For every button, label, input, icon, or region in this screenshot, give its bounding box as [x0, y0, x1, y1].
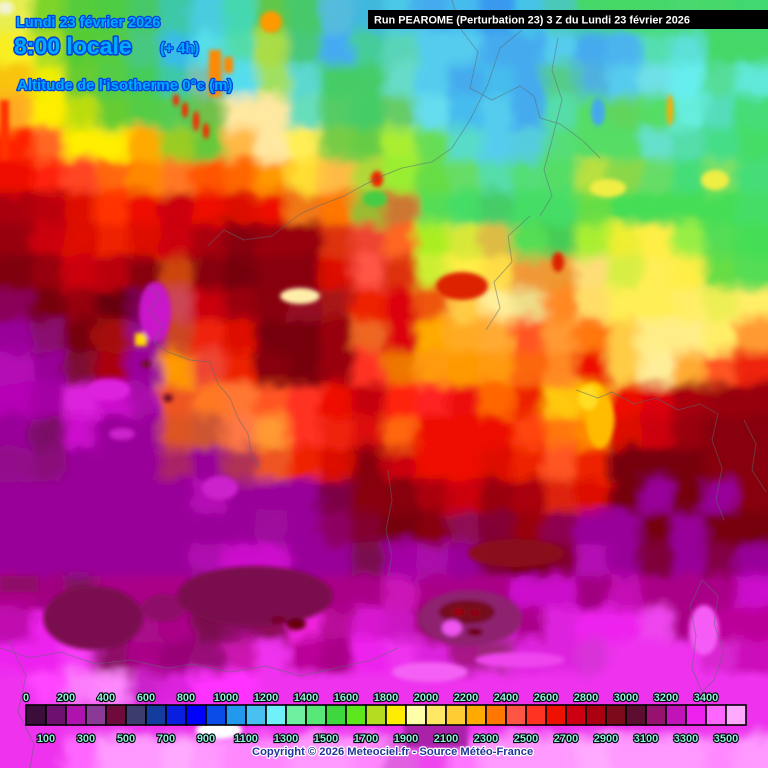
svg-text:2100: 2100: [434, 733, 458, 745]
svg-text:500: 500: [117, 733, 135, 745]
svg-text:2800: 2800: [574, 692, 598, 704]
svg-text:0: 0: [23, 692, 29, 704]
svg-text:3100: 3100: [634, 733, 658, 745]
svg-text:1000: 1000: [214, 692, 238, 704]
svg-text:1900: 1900: [394, 733, 418, 745]
svg-text:2500: 2500: [514, 733, 538, 745]
svg-text:1200: 1200: [254, 692, 278, 704]
svg-text:2900: 2900: [594, 733, 618, 745]
svg-text:Lundi 23 février 2026: Lundi 23 février 2026: [16, 15, 160, 31]
svg-text:2000: 2000: [414, 692, 438, 704]
svg-text:900: 900: [197, 733, 215, 745]
svg-text:1500: 1500: [314, 733, 338, 745]
svg-text:100: 100: [37, 733, 55, 745]
svg-text:2400: 2400: [494, 692, 518, 704]
svg-text:2200: 2200: [454, 692, 478, 704]
svg-text:Copyright © 2026 Meteociel.fr: Copyright © 2026 Meteociel.fr - Source M…: [252, 746, 533, 758]
svg-text:3500: 3500: [714, 733, 738, 745]
svg-text:1700: 1700: [354, 733, 378, 745]
svg-text:1400: 1400: [294, 692, 318, 704]
svg-text:3200: 3200: [654, 692, 678, 704]
svg-text:3000: 3000: [614, 692, 638, 704]
svg-text:1100: 1100: [234, 733, 258, 745]
svg-text:1300: 1300: [274, 733, 298, 745]
svg-text:2700: 2700: [554, 733, 578, 745]
svg-text:600: 600: [137, 692, 155, 704]
svg-text:700: 700: [157, 733, 175, 745]
svg-text:3400: 3400: [694, 692, 718, 704]
svg-text:400: 400: [97, 692, 115, 704]
svg-text:3300: 3300: [674, 733, 698, 745]
svg-text:800: 800: [177, 692, 195, 704]
svg-text:8:00 locale: 8:00 locale: [14, 33, 132, 59]
svg-text:Run PEAROME (Perturbation 23): Run PEAROME (Perturbation 23) 3 Z du Lun…: [374, 15, 690, 27]
svg-text:200: 200: [57, 692, 75, 704]
svg-text:Altitude de l'isotherme 0°c (m: Altitude de l'isotherme 0°c (m): [17, 77, 232, 94]
svg-text:2300: 2300: [474, 733, 498, 745]
svg-text:1800: 1800: [374, 692, 398, 704]
svg-text:1600: 1600: [334, 692, 358, 704]
svg-text:300: 300: [77, 733, 95, 745]
svg-text:2600: 2600: [534, 692, 558, 704]
svg-text:(+ 4h): (+ 4h): [160, 41, 199, 57]
